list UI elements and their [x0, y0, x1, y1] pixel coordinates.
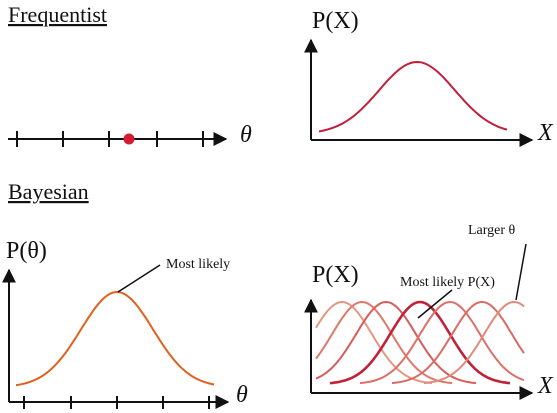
prior-x-label: θ [236, 382, 248, 408]
px-curve-family [315, 300, 525, 385]
prior-annotation-leader [117, 264, 161, 293]
freq-px-y-label: P(X) [312, 8, 359, 34]
theta-ticks [16, 131, 204, 147]
most-likely-px-curve [329, 300, 511, 385]
prior-y-label: P(θ) [6, 238, 47, 264]
freq-px-x-label: X [537, 120, 554, 146]
fixed-theta-point [123, 133, 135, 145]
most-likely-px-leader [417, 289, 453, 319]
bayes-px-y-label: P(X) [312, 262, 359, 288]
px-curve [423, 300, 525, 385]
px-curve [391, 301, 525, 385]
prior-annotation: Most likely [166, 257, 230, 272]
prior-theta-curve [15, 290, 215, 387]
larger-theta-leader [515, 243, 527, 301]
frequentist-heading: Frequentist [8, 2, 107, 27]
most-likely-px-annotation: Most likely P(X) [400, 275, 495, 290]
bayesian-heading: Bayesian [8, 179, 89, 204]
frequentist-theta-label: θ [240, 122, 252, 148]
px-curve [315, 300, 453, 385]
frequentist-px-curve [318, 60, 508, 133]
larger-theta-annotation: Larger θ [468, 223, 516, 238]
bayes-px-x-label: X [537, 373, 554, 399]
prior-ticks [23, 396, 210, 409]
px-curve [359, 300, 525, 385]
